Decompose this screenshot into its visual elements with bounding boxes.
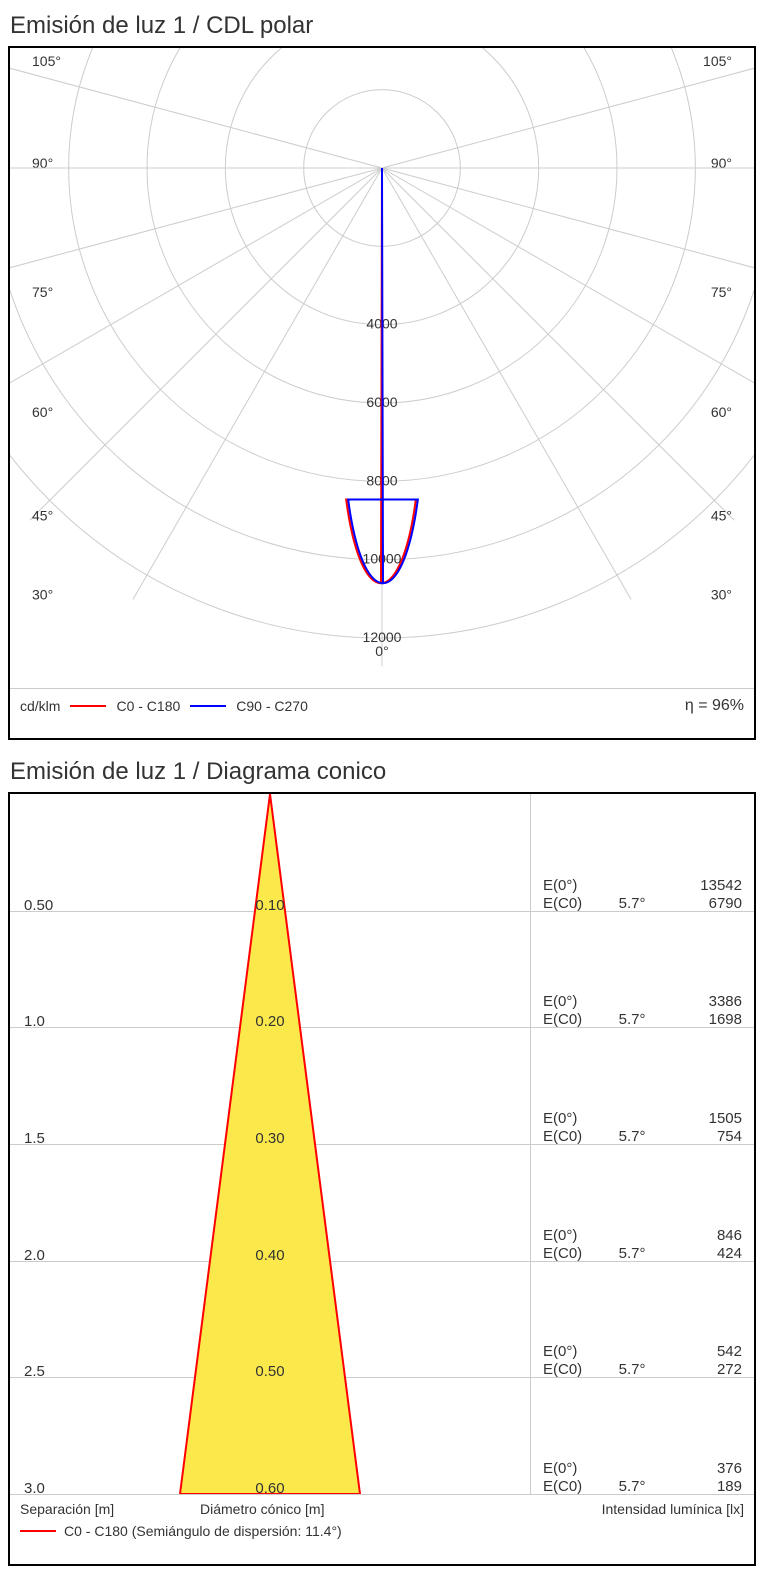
svg-text:0°: 0°	[375, 643, 388, 659]
cone-dia-label: 0.60	[255, 1480, 284, 1497]
polar-legend: cd/klm C0 - C180 C90 - C270 η = 96%	[10, 688, 754, 725]
cone-dia-label: 0.30	[255, 1130, 284, 1147]
cone-chart-title: Emisión de luz 1 / Diagrama conico	[10, 758, 756, 786]
svg-text:60°: 60°	[32, 404, 53, 420]
svg-text:45°: 45°	[711, 507, 732, 523]
cone-left-panel: 0.500.101.00.201.50.302.00.402.50.503.00…	[10, 794, 531, 1494]
cone-legend-label: C0 - C180 (Semiángulo de dispersión: 11.…	[64, 1523, 342, 1539]
cone-data-block: E(0°)1505E(C0)5.7°754	[543, 1110, 742, 1146]
cone-axis-row: Separación [m] Diámetro cónico [m] Inten…	[10, 1494, 754, 1521]
cone-right-panel: E(0°)13542E(C0)5.7°6790 E(0°)3386E(C0)5.7…	[531, 794, 754, 1494]
polar-unit-label: cd/klm	[20, 698, 60, 714]
svg-text:90°: 90°	[711, 155, 732, 171]
svg-text:45°: 45°	[32, 507, 53, 523]
cone-axis-right: Intensidad lumínica [lx]	[524, 1501, 744, 1517]
cone-data-block: E(0°)3386E(C0)5.7°1698	[543, 993, 742, 1029]
svg-text:75°: 75°	[32, 284, 53, 300]
polar-efficiency: η = 96%	[685, 697, 744, 715]
cone-chart: 0.500.101.00.201.50.302.00.402.50.503.00…	[8, 792, 756, 1566]
cone-axis-mid: Diámetro cónico [m]	[200, 1501, 524, 1517]
polar-chart: 30° 30° 45° 45° 60° 60° 75° 75° 90° 90° 105° 105° 0°…	[8, 46, 756, 740]
svg-text:105°: 105°	[703, 53, 732, 69]
svg-text:105°: 105°	[32, 53, 61, 69]
cone-swatch	[20, 1530, 56, 1532]
polar-series-0-label: C0 - C180	[116, 698, 180, 714]
svg-text:60°: 60°	[711, 404, 732, 420]
polar-swatch-c90	[190, 705, 226, 707]
polar-chart-title: Emisión de luz 1 / CDL polar	[10, 12, 756, 40]
cone-data-block: E(0°)376E(C0)5.7°189	[543, 1460, 742, 1496]
cone-legend: C0 - C180 (Semiángulo de dispersión: 11.…	[10, 1521, 754, 1549]
svg-text:12000: 12000	[363, 629, 402, 645]
polar-chart-svg: 30° 30° 45° 45° 60° 60° 75° 75° 90° 90° 105° 105° 0°…	[10, 48, 754, 688]
cone-data-block: E(0°)846E(C0)5.7°424	[543, 1227, 742, 1263]
svg-text:75°: 75°	[711, 284, 732, 300]
svg-text:90°: 90°	[32, 155, 53, 171]
svg-text:30°: 30°	[711, 586, 732, 602]
cone-dia-label: 0.40	[255, 1247, 284, 1264]
cone-dia-label: 0.20	[255, 1013, 284, 1030]
cone-data-block: E(0°)542E(C0)5.7°272	[543, 1343, 742, 1379]
polar-swatch-c0	[70, 705, 106, 707]
svg-text:30°: 30°	[32, 586, 53, 602]
cone-dia-label: 0.50	[255, 1363, 284, 1380]
cone-axis-left: Separación [m]	[20, 1501, 200, 1517]
cone-data-block: E(0°)13542E(C0)5.7°6790	[543, 877, 742, 913]
cone-dia-label: 0.10	[255, 897, 284, 914]
polar-series-1-label: C90 - C270	[236, 698, 308, 714]
